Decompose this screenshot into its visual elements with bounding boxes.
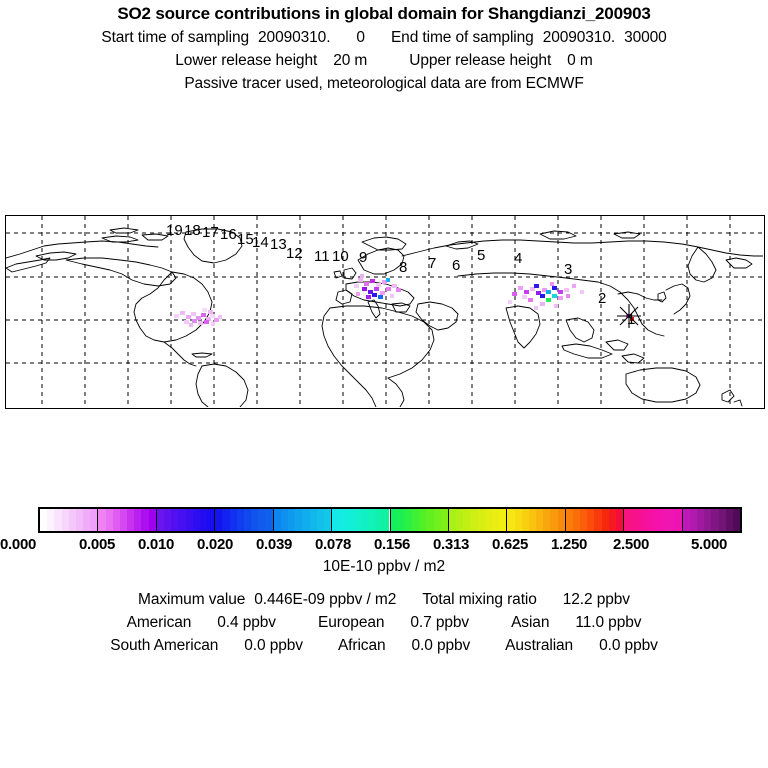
region-value-african: 0.0 ppbv [411, 637, 471, 654]
traj-label-18: 18 [184, 222, 201, 239]
cb-tick-9: 1.250 [551, 536, 588, 553]
colorbar-segment-9 [565, 509, 625, 531]
region-label-australian: Australian [505, 637, 574, 654]
total-ratio-label: Total mixing ratio [422, 591, 537, 608]
release-height-line: Lower release height 20 m Upper release he… [0, 52, 768, 70]
cb-tick-11: 5.000 [691, 536, 728, 553]
traj-label-3: 3 [564, 261, 572, 278]
plume-north-america [174, 308, 222, 327]
region-line-2: South American 0.0 ppbv African 0.0 ppbv Aus… [0, 637, 768, 655]
trajectory-labels: 1 2 3 4 5 6 7 8 9 10 11 12 13 14 15 16 1… [166, 222, 635, 328]
colorbar-segment-5 [332, 509, 391, 531]
coastlines [6, 227, 763, 407]
traj-label-5: 5 [477, 247, 485, 264]
region-value-european: 0.7 ppbv [410, 614, 470, 631]
traj-label-14: 14 [252, 234, 269, 251]
star-marker[interactable] [617, 304, 641, 328]
end-time-value: 30000 [624, 29, 667, 46]
traj-label-16: 16 [220, 226, 237, 243]
region-value-asian: 11.0 ppbv [575, 614, 642, 631]
start-time-value: 0 [356, 29, 365, 46]
traj-label-19: 19 [166, 222, 183, 239]
cb-tick-10: 2.500 [613, 536, 650, 553]
upper-release-value: 0 m [567, 52, 593, 69]
header-block: SO2 source contributions in global domai… [0, 0, 768, 93]
cb-tick-1: 0.005 [79, 536, 116, 553]
traj-label-6: 6 [452, 257, 460, 274]
upper-release-label: Upper release height [409, 52, 552, 69]
cb-tick-4: 0.039 [256, 536, 293, 553]
region-value-american: 0.4 ppbv [217, 614, 276, 631]
colorbar-segment-1 [98, 509, 157, 531]
traj-label-1: 1 [627, 311, 635, 328]
colorbar-segment-11 [682, 509, 741, 531]
statistics-block: Maximum value 0.446E-09 ppbv / m2 Total mi… [0, 586, 768, 655]
map-canvas: 1 2 3 4 5 6 7 8 9 10 11 12 13 14 15 16 1… [6, 216, 763, 407]
region-label-asian: Asian [511, 614, 550, 631]
colorbar-tick-labels: 0.000 0.005 0.010 0.020 0.039 0.078 0.15… [0, 536, 768, 554]
colorbar-segment-2 [156, 509, 216, 531]
start-time-label: Start time of sampling [101, 29, 250, 46]
traj-label-13: 13 [270, 236, 287, 253]
traj-label-10: 10 [332, 248, 349, 265]
max-value-value: 0.446E-09 ppbv / m2 [254, 591, 397, 608]
traj-label-2: 2 [598, 290, 606, 307]
cb-tick-3: 0.020 [197, 536, 234, 553]
colorbar-segment-10 [624, 509, 683, 531]
region-label-african: African [337, 637, 386, 654]
traj-label-15: 15 [237, 231, 254, 248]
colorbar-segment-7 [448, 509, 508, 531]
map-gridlines [6, 216, 763, 407]
cb-tick-5: 0.078 [315, 536, 352, 553]
colorbar-segment-4 [273, 509, 333, 531]
start-date-value: 20090310. [258, 29, 331, 46]
end-date-value: 20090310. [542, 29, 616, 46]
region-value-australian: 0.0 ppbv [599, 637, 658, 654]
lower-release-value: 20 m [333, 52, 368, 69]
region-value-south-american: 0.0 ppbv [244, 637, 303, 654]
traj-label-9: 9 [359, 249, 367, 266]
total-ratio-value: 12.2 ppbv [562, 591, 630, 608]
sampling-time-line: Start time of sampling 20090310. 0 End time… [0, 29, 768, 47]
colorbar[interactable] [38, 507, 742, 533]
plume-europe [354, 274, 401, 299]
colorbar-segment-6 [390, 509, 449, 531]
traj-label-12: 12 [286, 245, 303, 262]
traj-label-11: 11 [314, 248, 330, 265]
region-label-south-american: South American [110, 637, 219, 654]
colorbar-unit-label: 10E-10 ppbv / m2 [322, 558, 446, 575]
cb-tick-7: 0.313 [433, 536, 470, 553]
traj-label-4: 4 [514, 250, 522, 267]
cb-tick-2: 0.010 [138, 536, 175, 553]
max-value-label: Maximum value [138, 591, 246, 608]
region-label-european: European [317, 614, 385, 631]
page-title: SO2 source contributions in global domai… [117, 4, 651, 23]
cb-tick-6: 0.156 [374, 536, 411, 553]
region-line-1: American 0.4 ppbv European 0.7 ppbv Asian 11.… [0, 614, 768, 632]
world-map-panel[interactable]: 1 2 3 4 5 6 7 8 9 10 11 12 13 14 15 16 1… [5, 215, 765, 409]
region-label-american: American [126, 614, 192, 631]
tracer-info-line: Passive tracer used, meteorological data… [184, 75, 584, 92]
max-and-total-line: Maximum value 0.446E-09 ppbv / m2 Total mi… [0, 591, 768, 609]
colorbar-segment-0 [40, 509, 99, 531]
colorbar-segment-8 [507, 509, 566, 531]
end-time-label: End time of sampling [390, 29, 534, 46]
traj-label-17: 17 [202, 224, 219, 241]
traj-label-7: 7 [428, 255, 436, 272]
lower-release-label: Lower release height [175, 52, 318, 69]
colorbar-segment-3 [215, 509, 274, 531]
traj-label-8: 8 [399, 259, 407, 276]
cb-tick-0: 0.000 [0, 536, 37, 553]
cb-tick-8: 0.625 [492, 536, 529, 553]
plume-east-asia [508, 282, 634, 321]
